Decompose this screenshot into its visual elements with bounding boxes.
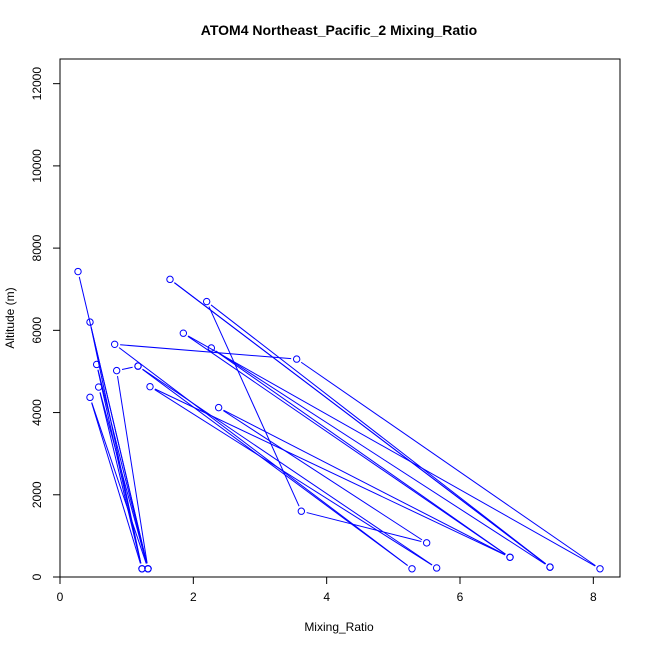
data-point: [432, 564, 441, 572]
series-line-segment: [300, 361, 596, 567]
data-point: [110, 340, 119, 349]
series-line-segment: [91, 402, 141, 564]
x-tick-label: 0: [57, 590, 64, 604]
data-point: [214, 403, 223, 412]
y-tick-label: 4000: [30, 399, 44, 426]
series-line-segment: [97, 369, 148, 564]
data-point: [506, 553, 514, 561]
series-line-segment: [215, 350, 506, 555]
data-point: [92, 360, 101, 369]
data-point: [596, 565, 604, 573]
series-line-segment: [174, 282, 546, 565]
series-line-segment: [223, 410, 423, 541]
chart-title: ATOM4 Northeast_Pacific_2 Mixing_Ratio: [201, 22, 477, 38]
y-tick-label: 2000: [30, 481, 44, 508]
series-line-segment: [99, 392, 148, 564]
data-point: [144, 565, 152, 573]
data-point: [74, 267, 82, 276]
x-tick-label: 4: [323, 590, 330, 604]
series-line-segment: [97, 369, 142, 564]
series-line-segment: [142, 368, 433, 566]
series-line-segment: [142, 368, 408, 566]
series-line-segment: [118, 347, 408, 566]
y-tick-label: 10000: [30, 149, 44, 183]
series-line-segment: [223, 409, 506, 556]
y-tick-label: 0: [30, 573, 44, 580]
data-point: [166, 275, 174, 284]
data-point: [112, 366, 121, 375]
data-point: [422, 539, 431, 547]
series-line-segment: [210, 304, 546, 565]
series-line-segment: [120, 344, 292, 360]
y-tick-label: 8000: [30, 234, 44, 261]
series-line-segment: [121, 366, 133, 370]
data-point: [297, 507, 306, 515]
data-point: [86, 393, 94, 402]
series-line-segment: [187, 335, 596, 567]
x-axis: 0 2 4 6 8: [57, 576, 597, 604]
data-point: [134, 362, 142, 370]
data-point: [146, 382, 154, 391]
series-line-segment: [91, 402, 147, 564]
plot-area: [59, 58, 621, 578]
data-point: [546, 563, 554, 571]
data-point: [202, 297, 211, 306]
series-line-segment: [154, 389, 433, 566]
data-point: [207, 344, 216, 352]
y-tick-label: 12000: [30, 67, 44, 101]
y-axis: 0 2000 4000 6000 8000 10000 12000: [30, 67, 61, 580]
x-tick-label: 2: [190, 590, 197, 604]
data-point: [94, 383, 103, 391]
x-tick-label: 6: [457, 590, 464, 604]
series-line-segment: [90, 327, 148, 564]
y-tick-label: 6000: [30, 317, 44, 344]
x-tick-label: 8: [590, 590, 597, 604]
data-point: [179, 329, 188, 337]
series-line-segment: [208, 306, 300, 507]
series-line-segment: [99, 392, 142, 564]
data-point: [86, 318, 94, 326]
series-line-segment: [187, 335, 506, 555]
data-point: [292, 355, 301, 363]
y-axis-label: Altitude (m): [3, 287, 17, 348]
series-line-segment: [117, 375, 148, 564]
data-point: [408, 565, 416, 573]
series-line-segment: [215, 350, 546, 565]
x-axis-label: Mixing_Ratio: [304, 620, 374, 634]
series-line-segment: [306, 512, 422, 543]
